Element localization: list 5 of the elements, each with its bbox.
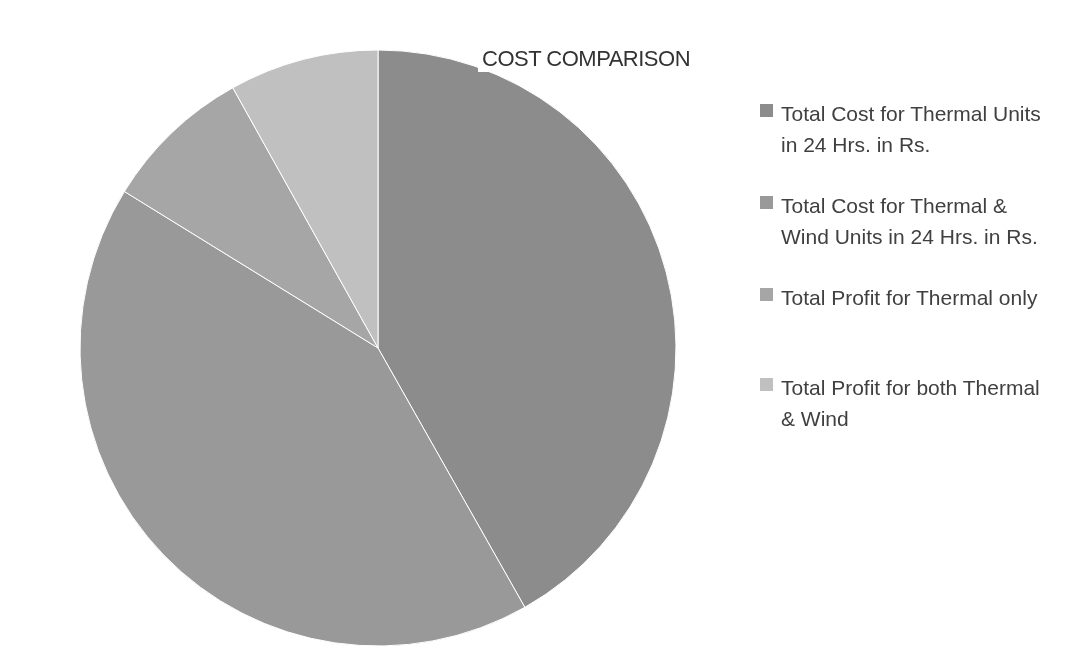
legend-label: Total Profit for Thermal only xyxy=(781,285,1038,311)
legend-label: Total Cost for Thermal Units in 24 Hrs. in Rs. xyxy=(781,101,1042,158)
legend-label: Total Cost for Thermal & Wind Units in 24 Hrs. in Rs. xyxy=(781,193,1039,250)
legend-label: Total Profit for both Thermal & Wind xyxy=(781,375,1041,432)
chart-title: COST COMPARISON xyxy=(478,46,695,72)
